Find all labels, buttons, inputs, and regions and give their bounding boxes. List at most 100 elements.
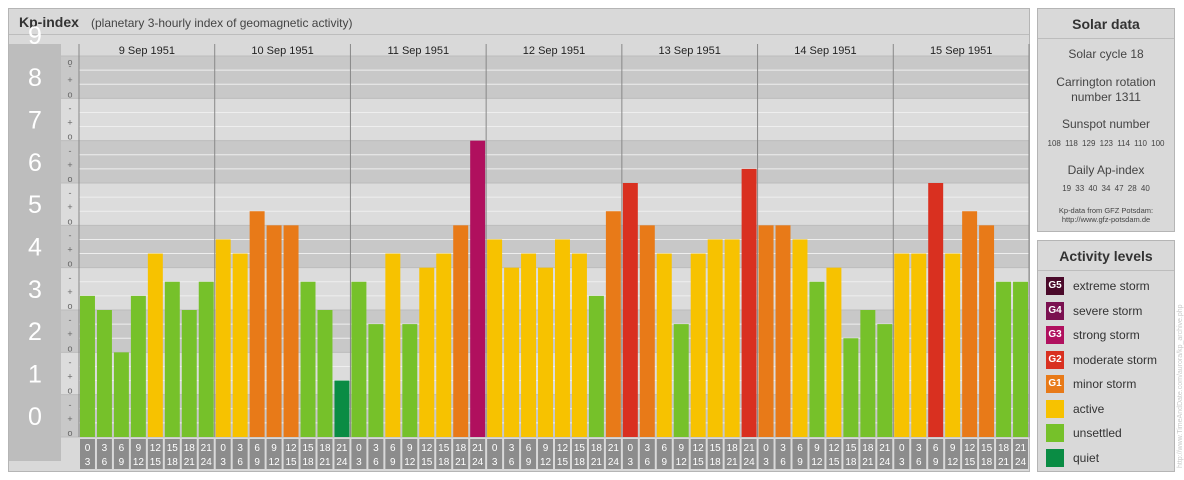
interval-cell	[521, 439, 537, 469]
kp-bar	[334, 380, 350, 437]
activity-level-swatch: G5	[1046, 277, 1064, 295]
interval-end-label: 24	[472, 457, 484, 468]
interval-cell	[317, 439, 333, 469]
interval-cell	[809, 439, 825, 469]
interval-end-label: 3	[220, 457, 226, 468]
minor-tick-label: o	[67, 89, 72, 99]
kp-bar	[639, 225, 655, 437]
kp-chart-panel: Kp-index (planetary 3-hourly index of ge…	[8, 8, 1030, 472]
y-tick-label: 1	[28, 361, 42, 389]
interval-cell	[622, 439, 638, 469]
source-link[interactable]: http://www.gfz-potsdam.de	[1061, 215, 1151, 224]
minor-tick-label: o	[67, 301, 72, 311]
interval-start-label: 3	[509, 443, 515, 454]
interval-cell	[877, 439, 893, 469]
kp-bar	[368, 324, 384, 437]
interval-start-label: 0	[899, 443, 905, 454]
band-6	[61, 140, 1029, 183]
kp-bar	[945, 253, 961, 437]
interval-cell	[571, 439, 587, 469]
interval-cell	[639, 439, 655, 469]
minor-tick-label: +	[67, 287, 72, 297]
interval-end-label: 3	[356, 457, 362, 468]
kp-bar	[724, 239, 740, 437]
interval-cell	[453, 439, 469, 469]
interval-end-label: 15	[557, 457, 569, 468]
kp-bar	[656, 253, 672, 437]
interval-cell	[351, 439, 367, 469]
interval-start-label: 15	[981, 443, 993, 454]
minor-tick-label: +	[67, 118, 72, 128]
interval-end-label: 6	[373, 457, 379, 468]
interval-end-label: 12	[133, 457, 145, 468]
interval-start-label: 0	[356, 443, 362, 454]
carrington-rotation-number: number 1311	[1071, 90, 1141, 104]
interval-cell	[673, 439, 689, 469]
minor-tick-label: -	[69, 273, 72, 283]
interval-start-label: 21	[1015, 443, 1027, 454]
interval-start-label: 21	[608, 443, 620, 454]
interval-start-label: 0	[763, 443, 769, 454]
interval-cell	[656, 439, 672, 469]
interval-cell	[1013, 439, 1028, 469]
interval-cell	[707, 439, 723, 469]
interval-end-label: 3	[763, 457, 769, 468]
activity-levels-title: Activity levels	[1038, 241, 1174, 271]
interval-cell	[300, 439, 316, 469]
interval-start-label: 18	[591, 443, 603, 454]
activity-level-label: quiet	[1073, 450, 1100, 465]
band-4	[61, 225, 1029, 268]
interval-start-label: 15	[167, 443, 179, 454]
kp-bar	[996, 281, 1012, 437]
interval-cell	[487, 439, 503, 469]
kp-bar	[758, 225, 774, 437]
interval-cell	[283, 439, 299, 469]
activity-level-swatch: G2	[1046, 350, 1064, 369]
minor-tick-label: +	[67, 75, 72, 85]
interval-end-label: 18	[167, 457, 179, 468]
interval-end-label: 21	[319, 457, 331, 468]
activity-level-label: strong storm	[1073, 328, 1140, 342]
interval-start-label: 6	[797, 443, 803, 454]
kp-bar	[809, 281, 825, 437]
kp-bar	[385, 253, 401, 437]
interval-start-label: 6	[254, 443, 260, 454]
kp-bar	[928, 183, 944, 437]
y-tick-label: 4	[28, 234, 42, 262]
minor-tick-label: -	[69, 230, 72, 240]
kp-bar	[538, 267, 553, 437]
kp-bar	[792, 239, 808, 437]
kp-bar	[266, 225, 282, 437]
interval-cell	[504, 439, 520, 469]
kp-bar	[487, 239, 503, 437]
day-label: 14 Sep 1951	[794, 45, 856, 57]
interval-end-label: 3	[85, 457, 91, 468]
interval-cell	[385, 439, 401, 469]
minor-tick-label: -	[69, 146, 72, 156]
y-tick-label: 0	[28, 403, 42, 431]
interval-end-label: 15	[285, 457, 297, 468]
interval-start-label: 6	[933, 443, 939, 454]
kp-bar	[588, 295, 604, 437]
kp-bar	[571, 253, 587, 437]
interval-end-label: 15	[150, 457, 162, 468]
interval-end-label: 9	[797, 457, 803, 468]
solar-data-panel: Solar data Solar cycle 18 Carrington rot…	[1037, 8, 1175, 232]
interval-end-label: 9	[933, 457, 939, 468]
kp-bar	[843, 338, 859, 437]
kp-bar	[555, 239, 570, 437]
interval-start-label: 6	[119, 443, 125, 454]
activity-level-label: extreme storm	[1073, 279, 1150, 293]
interval-end-label: 9	[254, 457, 260, 468]
interval-start-label: 9	[950, 443, 956, 454]
interval-start-label: 6	[390, 443, 396, 454]
interval-cell	[164, 439, 180, 469]
day-label: 9 Sep 1951	[119, 45, 175, 57]
interval-cell	[996, 439, 1012, 469]
kp-bar	[402, 324, 418, 437]
interval-start-label: 9	[814, 443, 820, 454]
kp-bar	[1013, 281, 1028, 437]
interval-start-label: 9	[543, 443, 549, 454]
interval-start-label: 18	[862, 443, 874, 454]
interval-cell	[843, 439, 859, 469]
